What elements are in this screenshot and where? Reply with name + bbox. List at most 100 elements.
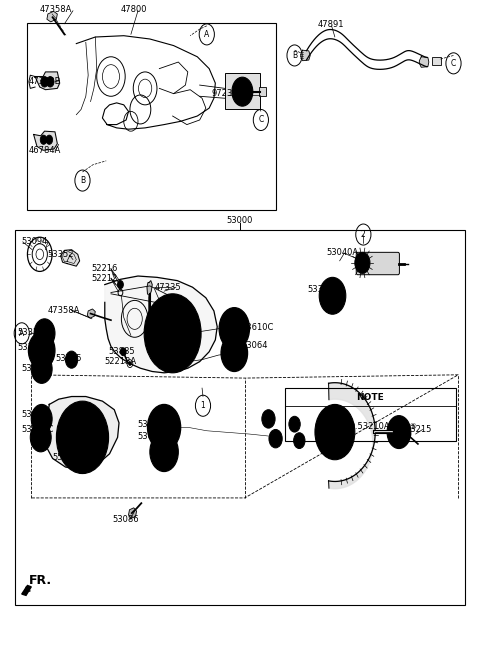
Text: A: A (19, 329, 24, 338)
Circle shape (28, 332, 55, 369)
Text: B: B (80, 176, 85, 185)
Text: 2: 2 (361, 230, 366, 239)
Polygon shape (329, 382, 375, 489)
Circle shape (46, 135, 53, 144)
Text: C: C (451, 59, 456, 68)
Polygon shape (34, 131, 57, 150)
Circle shape (58, 435, 62, 440)
Circle shape (232, 77, 253, 106)
Text: 1: 1 (201, 401, 205, 410)
Polygon shape (105, 276, 217, 373)
Polygon shape (87, 309, 96, 318)
Circle shape (40, 135, 47, 144)
Circle shape (330, 292, 336, 299)
Circle shape (31, 355, 52, 383)
Text: 53040A: 53040A (326, 248, 359, 258)
Circle shape (315, 404, 355, 459)
Text: C: C (258, 116, 264, 124)
Circle shape (65, 413, 69, 418)
Polygon shape (129, 508, 137, 519)
Circle shape (81, 404, 84, 409)
Circle shape (120, 348, 126, 356)
Polygon shape (420, 56, 429, 67)
Text: 53086: 53086 (112, 515, 139, 524)
Text: 53064: 53064 (241, 341, 267, 350)
Polygon shape (22, 586, 31, 596)
Text: THE NO.53210A: ①~②: THE NO.53210A: ①~② (324, 422, 418, 431)
Circle shape (221, 335, 248, 371)
Text: 53325: 53325 (55, 354, 82, 363)
Circle shape (147, 404, 180, 450)
Text: 53352: 53352 (48, 250, 74, 260)
Text: 53094: 53094 (22, 237, 48, 246)
Circle shape (64, 412, 100, 462)
Text: FR.: FR. (29, 574, 52, 586)
Text: NOTE: NOTE (357, 392, 384, 402)
Circle shape (103, 435, 107, 440)
Bar (285, 388, 456, 441)
Text: 97239: 97239 (212, 89, 238, 98)
Text: 53352: 53352 (137, 420, 164, 429)
Text: 53236: 53236 (22, 364, 48, 373)
Text: 53885: 53885 (108, 347, 135, 357)
Circle shape (69, 454, 75, 461)
Polygon shape (45, 396, 119, 470)
FancyBboxPatch shape (356, 252, 399, 275)
Bar (14, 230, 466, 606)
Circle shape (65, 457, 69, 462)
Circle shape (269, 430, 282, 448)
Circle shape (331, 439, 339, 450)
Circle shape (47, 76, 54, 87)
Circle shape (237, 84, 248, 100)
Circle shape (294, 433, 305, 449)
Circle shape (41, 76, 48, 87)
Text: 53094: 53094 (137, 432, 163, 440)
Circle shape (289, 416, 300, 432)
Text: 52213A: 52213A (105, 357, 137, 366)
Circle shape (319, 278, 346, 314)
Polygon shape (60, 250, 80, 266)
Circle shape (65, 351, 78, 369)
Circle shape (31, 404, 52, 434)
Circle shape (56, 401, 108, 473)
Polygon shape (35, 72, 60, 90)
Text: 46784A: 46784A (29, 147, 61, 155)
Circle shape (155, 440, 173, 464)
Polygon shape (301, 50, 310, 60)
Text: 55732: 55732 (53, 453, 79, 461)
Circle shape (33, 339, 50, 363)
Circle shape (153, 412, 176, 444)
Circle shape (323, 416, 347, 449)
Circle shape (387, 416, 411, 449)
Text: 53371B: 53371B (17, 343, 49, 353)
Circle shape (118, 281, 123, 289)
Circle shape (355, 252, 370, 274)
Circle shape (34, 319, 55, 348)
Bar (225, 73, 261, 110)
Circle shape (404, 430, 411, 440)
Text: 47358A: 47358A (40, 5, 72, 14)
Text: 47891: 47891 (318, 20, 344, 29)
Circle shape (38, 345, 46, 356)
Text: 53320A: 53320A (17, 327, 49, 337)
Circle shape (219, 307, 250, 350)
Text: 47800: 47800 (120, 5, 147, 14)
Circle shape (150, 432, 179, 471)
Circle shape (81, 465, 84, 471)
Circle shape (331, 415, 339, 426)
Polygon shape (147, 281, 152, 295)
Circle shape (30, 423, 51, 452)
Text: 53064: 53064 (22, 410, 48, 419)
Text: 53610C: 53610C (22, 425, 54, 434)
Bar (432, 57, 441, 65)
Text: A: A (204, 30, 209, 39)
Text: 52216: 52216 (91, 264, 118, 274)
Bar (259, 87, 266, 96)
Text: 53320: 53320 (307, 285, 334, 293)
Text: B: B (292, 51, 297, 60)
Text: 52212: 52212 (91, 274, 117, 283)
Text: 53610C: 53610C (241, 323, 273, 332)
Circle shape (96, 457, 100, 462)
Text: 47358A: 47358A (48, 305, 80, 315)
Circle shape (129, 362, 132, 366)
